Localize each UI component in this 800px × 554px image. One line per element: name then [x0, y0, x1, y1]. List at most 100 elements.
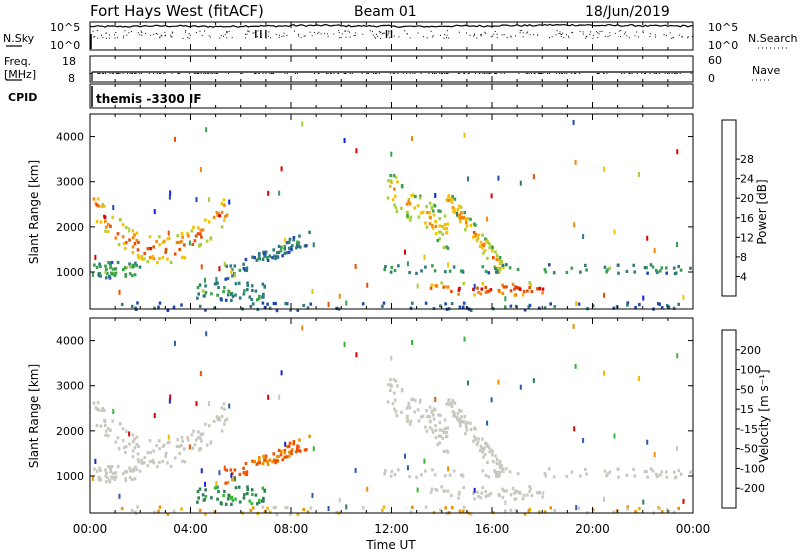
velocity-cell: [502, 489, 506, 493]
velocity-cell: [167, 434, 170, 440]
colorbar-tick-label: 200: [740, 344, 761, 357]
velocity-cell: [279, 453, 283, 457]
velocity-cell: [243, 493, 246, 497]
power-cell: [409, 215, 413, 219]
power-cell: [112, 205, 115, 211]
velocity-cell: [238, 500, 242, 504]
velocity-cell: [222, 494, 225, 498]
velocity-cell: [481, 469, 485, 473]
power-cell: [220, 225, 224, 229]
power-cell: [438, 224, 442, 228]
velocity-cell: [528, 485, 531, 489]
power-cell: [116, 232, 120, 236]
velocity-cell: [93, 467, 96, 471]
power-cell: [121, 223, 125, 227]
nsearch-dot: [172, 32, 174, 34]
power-cell: [411, 136, 414, 142]
nsearch-dot: [388, 31, 390, 33]
power-cell: [548, 263, 551, 267]
power-cell: [258, 294, 261, 298]
velocity-cell: [406, 418, 409, 422]
velocity-cell: [491, 450, 494, 454]
power-cell: [452, 209, 455, 214]
nsearch-dot: [300, 37, 302, 39]
velocity-cell: [122, 446, 126, 450]
nave-dot: [203, 73, 205, 74]
nsearch-dot: [439, 34, 441, 36]
power-cell: [132, 264, 136, 268]
velocity-cell: [632, 467, 635, 471]
power-cell: [151, 254, 155, 258]
power-cell: [200, 264, 203, 270]
nsearch-dot: [417, 32, 419, 34]
velocity-cell: [416, 487, 419, 493]
velocity-cell: [233, 468, 237, 472]
power-cell: [428, 222, 432, 226]
power-cell: [472, 287, 475, 291]
power-cell: [414, 195, 417, 199]
nave-dot: [435, 73, 437, 74]
velocity-cell: [646, 439, 649, 445]
velocity-cell: [338, 497, 341, 503]
nsearch-dot: [94, 36, 96, 38]
nsearch-dot: [362, 33, 364, 35]
nave-dot: [345, 73, 347, 74]
power-cell: [469, 217, 472, 221]
nave-dot: [495, 73, 497, 74]
velocity-cell: [97, 408, 101, 412]
velocity-cell: [544, 474, 548, 478]
velocity-cell: [487, 475, 491, 479]
velocity-cell: [476, 490, 479, 494]
nsearch-dot: [669, 32, 671, 34]
nave-dot: [131, 73, 133, 74]
power-cell: [430, 206, 434, 211]
power-cell: [193, 239, 197, 243]
power-cell: [552, 271, 556, 275]
nave-dot: [99, 73, 101, 74]
power-cell: [450, 302, 454, 306]
power-cell: [438, 237, 441, 241]
power-cell: [204, 218, 207, 222]
y-tick-label: 3000: [56, 176, 84, 189]
velocity-cell: [164, 454, 167, 458]
nsearch-dot: [128, 32, 130, 34]
velocity-cell: [287, 454, 291, 458]
power-cell: [434, 220, 437, 224]
nsearch-dot: [247, 30, 249, 32]
velocity-cell: [498, 460, 502, 464]
velocity-cell: [246, 492, 249, 496]
velocity-cell: [95, 424, 99, 428]
nsearch-dot: [609, 35, 611, 37]
power-cell: [606, 268, 609, 272]
power-cell: [223, 261, 226, 267]
velocity-cell: [425, 429, 429, 433]
velocity-cell: [277, 448, 281, 452]
power-cell: [464, 228, 467, 232]
velocity-cell: [612, 510, 616, 514]
velocity-cell: [431, 428, 434, 432]
velocity-cell: [137, 444, 140, 448]
nave-dot: [327, 73, 329, 74]
nsearch-dot: [275, 33, 277, 35]
power-cell: [514, 285, 517, 289]
velocity-cell: [472, 434, 476, 439]
velocity-cell: [257, 461, 260, 465]
nsearch-dot: [281, 35, 283, 37]
power-cell: [498, 290, 501, 294]
velocity-cell: [204, 481, 207, 487]
velocity-cell: [424, 469, 427, 473]
velocity-cell: [462, 486, 465, 490]
velocity-cell: [242, 466, 245, 470]
velocity-cell: [407, 402, 411, 406]
power-cell: [216, 293, 219, 297]
velocity-cell: [514, 489, 517, 493]
power-cell: [137, 240, 140, 244]
velocity-cell: [132, 468, 136, 472]
velocity-cell: [136, 505, 139, 509]
y-tick-label: 2000: [56, 425, 84, 438]
power-cell: [530, 289, 534, 294]
velocity-cell: [253, 460, 256, 464]
velocity-cell: [250, 488, 254, 492]
velocity-cell: [104, 433, 107, 437]
